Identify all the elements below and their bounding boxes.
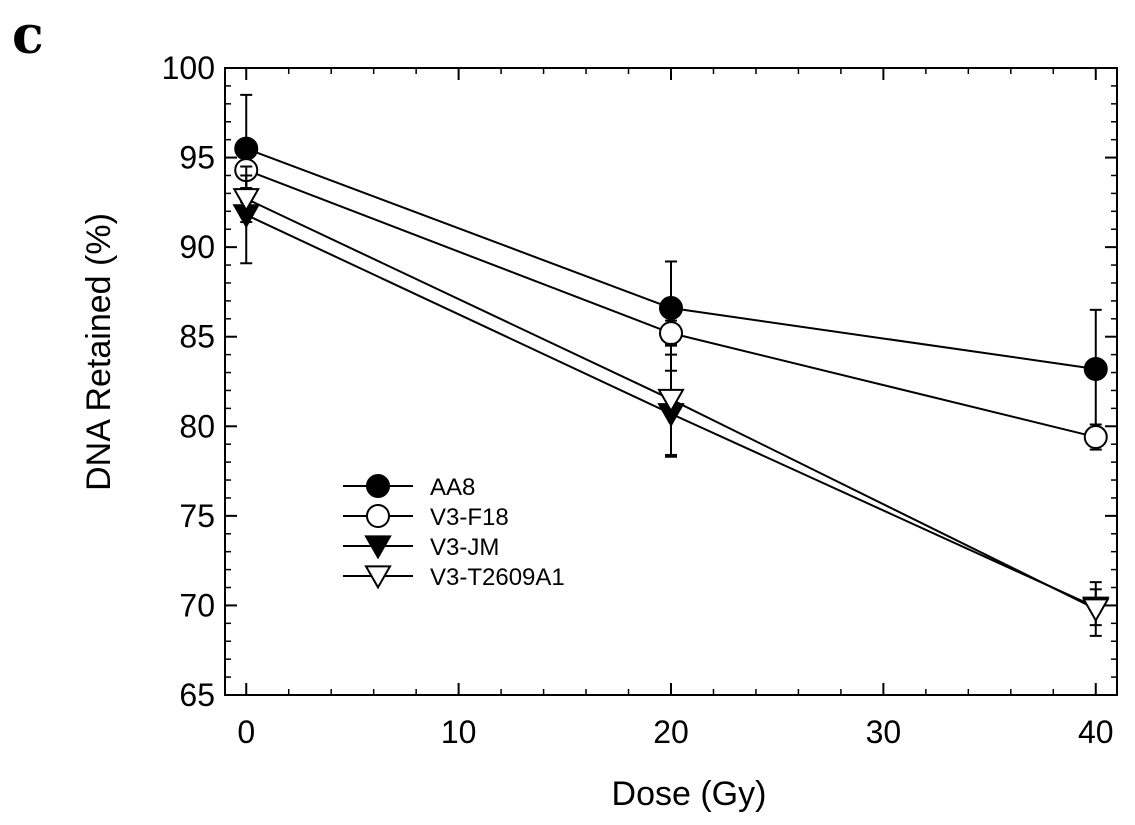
legend-label: AA8	[430, 474, 475, 501]
x-tick-label: 0	[237, 714, 255, 750]
y-tick-label: 75	[179, 498, 215, 534]
legend-marker	[366, 504, 390, 528]
data-point	[232, 188, 260, 213]
data-point	[659, 321, 683, 346]
data-point	[1083, 356, 1108, 381]
x-tick-label: 30	[866, 714, 902, 750]
x-tick-label: 40	[1078, 714, 1114, 750]
y-ticks: 65 70 75 80 85 90 95 100	[162, 50, 1117, 713]
x-axis-title: Dose (Gy)	[612, 775, 767, 813]
data-point	[1083, 425, 1108, 450]
legend-label: V3-JM	[430, 534, 499, 561]
series-v3-f18	[234, 151, 1108, 451]
legend-marker	[364, 535, 392, 560]
legend-item-v3-f18: V3-F18	[343, 504, 509, 531]
y-tick-label: 70	[179, 587, 215, 623]
y-axis-title: DNA Retained (%)	[80, 213, 118, 491]
series-v3-t2609a1	[232, 174, 1110, 637]
data-point	[1082, 598, 1110, 623]
x-tick-label: 10	[441, 714, 477, 750]
data-point	[659, 296, 683, 321]
y-tick-label: 100	[162, 50, 215, 86]
panel-label: c	[12, 5, 44, 66]
y-tick-label: 65	[179, 677, 215, 713]
legend-item-v3-t2609a1: V3-T2609A1	[343, 564, 565, 591]
legend-item-aa8: AA8	[343, 474, 475, 501]
legend-item-v3-jm: V3-JM	[343, 534, 499, 561]
y-tick-label: 80	[179, 408, 215, 444]
x-ticks: 0 10 20 30 40	[237, 68, 1114, 750]
legend-marker	[366, 474, 390, 498]
legend-marker	[364, 565, 392, 590]
x-tick-label: 20	[653, 714, 689, 750]
y-tick-label: 95	[179, 140, 215, 176]
legend-label: V3-T2609A1	[430, 564, 565, 591]
y-tick-label: 85	[179, 319, 215, 355]
data-point	[657, 388, 685, 413]
legend: AA8 V3-F18 V3-JM V3-T2609A1	[343, 474, 565, 591]
series-layer	[232, 93, 1110, 637]
y-tick-label: 90	[179, 229, 215, 265]
legend-label: V3-F18	[430, 504, 509, 531]
